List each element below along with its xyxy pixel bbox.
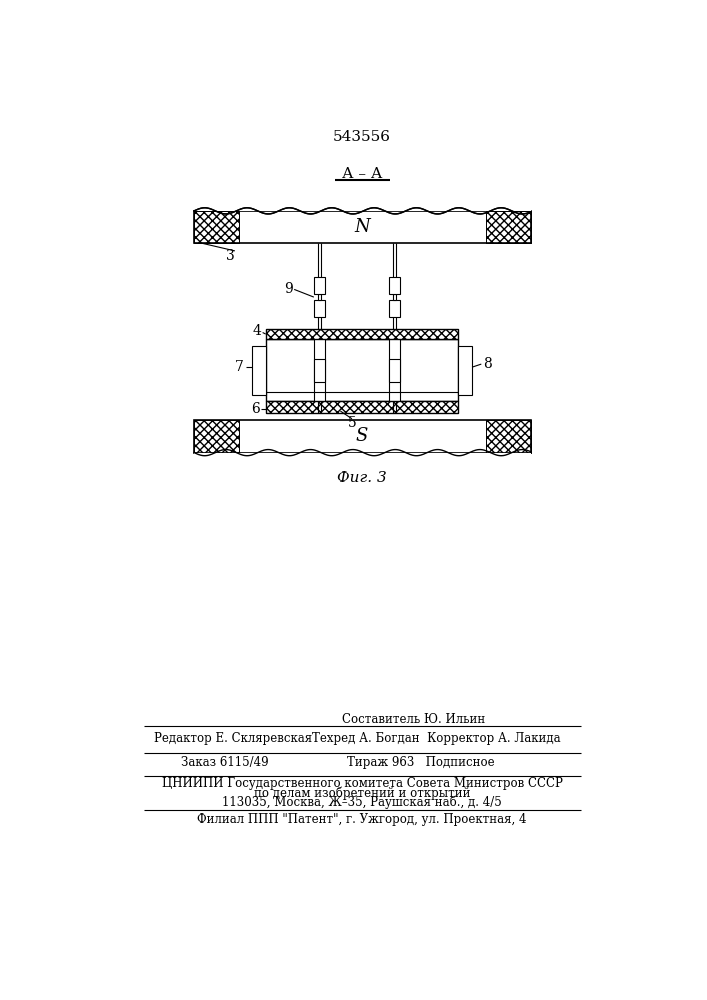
Text: 113035, Москва, Ж–35, Раушская наб., д. 4/5: 113035, Москва, Ж–35, Раушская наб., д. …: [222, 795, 502, 809]
Text: 9: 9: [284, 282, 293, 296]
Text: Техред А. Богдан  Корректор А. Лакида: Техред А. Богдан Корректор А. Лакида: [312, 732, 561, 745]
Bar: [314, 339, 325, 401]
Text: Филиал ППП "Патент", г. Ужгород, ул. Проектная, 4: Филиал ППП "Патент", г. Ужгород, ул. Про…: [197, 813, 527, 826]
Text: 543556: 543556: [333, 130, 391, 144]
Text: 7: 7: [235, 360, 244, 374]
Bar: [486, 420, 530, 453]
Text: А – А: А – А: [341, 167, 382, 181]
Text: 5: 5: [348, 416, 356, 430]
Bar: [194, 420, 239, 453]
Text: по делам изобретений и открытий: по делам изобретений и открытий: [254, 786, 470, 800]
Bar: [194, 453, 530, 462]
Bar: [252, 346, 266, 395]
Text: Заказ 6115/49: Заказ 6115/49: [181, 756, 269, 769]
Bar: [266, 339, 458, 401]
Bar: [194, 420, 530, 453]
Bar: [314, 300, 325, 317]
Bar: [318, 294, 321, 300]
Text: 4: 4: [252, 324, 261, 338]
Text: Тираж 963   Подписное: Тираж 963 Подписное: [347, 756, 495, 769]
Bar: [266, 329, 458, 339]
Bar: [266, 401, 458, 413]
Text: Фиг. 3: Фиг. 3: [337, 471, 387, 485]
Text: 3: 3: [226, 249, 235, 263]
Bar: [194, 211, 239, 243]
Bar: [314, 359, 325, 382]
Bar: [194, 202, 530, 211]
Text: S: S: [356, 427, 368, 445]
Bar: [266, 401, 458, 413]
Text: N: N: [354, 218, 370, 236]
Bar: [393, 294, 396, 300]
Text: 8: 8: [483, 357, 491, 371]
Bar: [389, 359, 399, 382]
Text: ЦНИИПИ Государственного комитета Совета Министров СССР: ЦНИИПИ Государственного комитета Совета …: [161, 777, 562, 790]
Bar: [194, 211, 530, 243]
Text: Составитель Ю. Ильин: Составитель Ю. Ильин: [342, 713, 485, 726]
Bar: [389, 300, 400, 317]
Bar: [458, 346, 472, 395]
Bar: [266, 329, 458, 339]
Bar: [314, 277, 325, 294]
Bar: [194, 420, 530, 453]
Text: Редактор Е. Скляревская: Редактор Е. Скляревская: [153, 732, 312, 745]
Bar: [486, 211, 530, 243]
Bar: [389, 277, 400, 294]
Bar: [389, 339, 399, 401]
Text: 6: 6: [251, 402, 259, 416]
Bar: [194, 211, 530, 243]
Bar: [266, 339, 458, 401]
